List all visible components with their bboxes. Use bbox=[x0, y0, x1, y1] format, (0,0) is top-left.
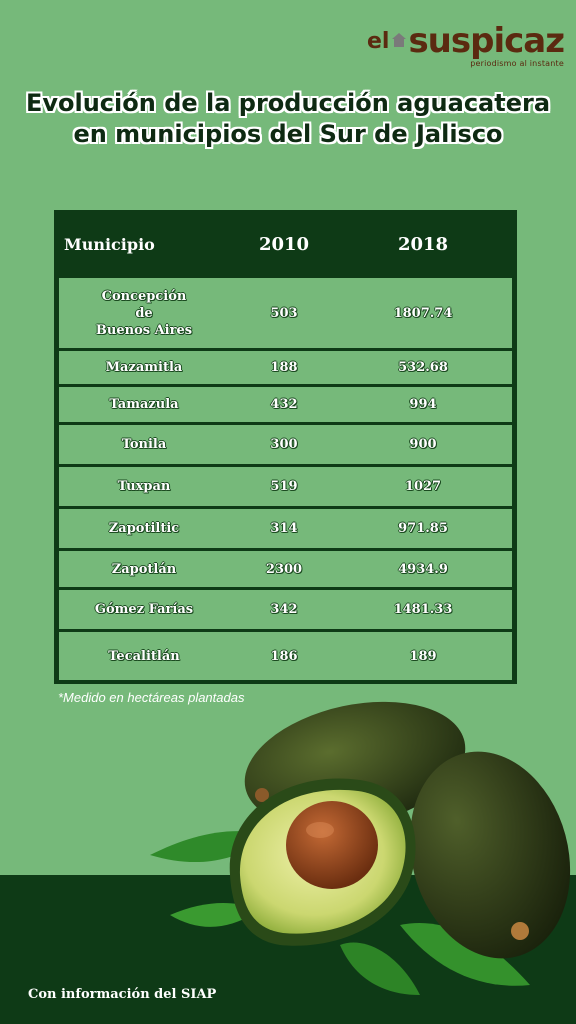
cell-municipio: Mazamitla bbox=[59, 359, 229, 376]
table-row: Tamazula 432 994 bbox=[59, 387, 512, 422]
cell-municipio: Zapotiltic bbox=[59, 520, 229, 537]
title-line-1: Evolución de la producción aguacatera bbox=[25, 89, 551, 117]
cell-2010: 314 bbox=[270, 521, 298, 536]
cell-2010: 519 bbox=[270, 479, 298, 494]
municipio-line: Tuxpan bbox=[117, 479, 171, 494]
table-row: Zapotiltic 314 971.85 bbox=[59, 509, 512, 548]
cell-2010: 186 bbox=[270, 648, 298, 664]
logo-prefix: el bbox=[366, 29, 390, 54]
cell-municipio: Tecalitlán bbox=[59, 648, 229, 665]
cell-2018: 1481.33 bbox=[393, 602, 453, 617]
cell-2010: 432 bbox=[270, 397, 298, 412]
cell-2018: 1027 bbox=[404, 479, 442, 494]
cell-2018: 994 bbox=[409, 397, 437, 412]
cell-2018: 1807.74 bbox=[393, 305, 453, 321]
title-line-2: en municipios del Sur de Jalisco bbox=[73, 120, 503, 148]
logo-tagline: periodismo al instante bbox=[470, 59, 564, 68]
municipio-line: Mazamitla bbox=[105, 360, 183, 375]
cell-2018: 189 bbox=[409, 648, 437, 664]
municipio-line: Zapotlán bbox=[111, 561, 177, 577]
cell-2010: 2300 bbox=[265, 561, 303, 577]
municipio-line: Buenos Aires bbox=[95, 322, 193, 338]
footnote: *Medido en hectáreas plantadas bbox=[58, 690, 245, 705]
cell-municipio: Tamazula bbox=[59, 396, 229, 413]
table-row: Tuxpan 519 1027 bbox=[59, 467, 512, 506]
cell-2010: 342 bbox=[270, 602, 298, 617]
header-municipio: Municipio bbox=[64, 234, 155, 254]
header-2010: 2010 bbox=[258, 233, 310, 255]
cell-2018: 4934.9 bbox=[398, 561, 448, 577]
municipio-line: Zapotiltic bbox=[108, 521, 180, 536]
table-row: Zapotlán 2300 4934.9 bbox=[59, 551, 512, 587]
cell-2010: 503 bbox=[270, 305, 298, 321]
cell-2010: 300 bbox=[270, 437, 298, 452]
municipio-line: Concepción bbox=[101, 288, 187, 304]
cell-municipio: Zapotlán bbox=[59, 561, 229, 578]
header-2018: 2018 bbox=[397, 233, 449, 255]
municipio-line: Tecalitlán bbox=[108, 648, 180, 664]
municipio-line: Tamazula bbox=[109, 397, 179, 412]
house-icon bbox=[392, 33, 407, 47]
table-row: Tonila 300 900 bbox=[59, 425, 512, 464]
cell-municipio: Tonila bbox=[59, 436, 229, 453]
cell-municipio: Concepción de Buenos Aires bbox=[59, 288, 229, 339]
cell-municipio: Tuxpan bbox=[59, 478, 229, 495]
cell-2018: 971.85 bbox=[398, 521, 448, 536]
municipio-line: de bbox=[135, 305, 153, 321]
table-header: Municipio 2010 2018 bbox=[59, 210, 512, 278]
table-row: Tecalitlán 186 189 bbox=[59, 632, 512, 680]
table-body: Concepción de Buenos Aires 503 1807.74 Mazami… bbox=[59, 278, 512, 680]
production-table: Municipio 2010 2018 Concepción de Buenos A… bbox=[54, 210, 517, 684]
cell-municipio: Gómez Farías bbox=[59, 601, 229, 618]
logo-word: suspicaz bbox=[408, 21, 565, 61]
table-row: Concepción de Buenos Aires 503 1807.74 bbox=[59, 278, 512, 348]
cell-2010: 188 bbox=[270, 360, 298, 375]
page-title: Evolución de la producción aguacatera en… bbox=[0, 88, 576, 150]
table-row: Gómez Farías 342 1481.33 bbox=[59, 590, 512, 629]
table-row: Mazamitla 188 532.68 bbox=[59, 351, 512, 384]
cell-2018: 900 bbox=[409, 437, 437, 452]
cell-2018: 532.68 bbox=[398, 360, 448, 375]
municipio-line: Gómez Farías bbox=[94, 602, 194, 617]
avocado-illustration bbox=[150, 701, 571, 995]
source-credit: Con información del SIAP bbox=[28, 987, 217, 1002]
municipio-line: Tonila bbox=[121, 437, 167, 452]
brand-logo[interactable]: el suspicaz periodismo al instante bbox=[366, 21, 565, 68]
